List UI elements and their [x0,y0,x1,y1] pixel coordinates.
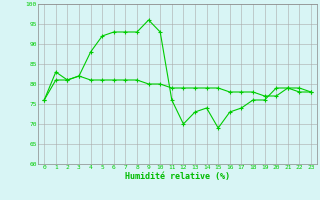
X-axis label: Humidité relative (%): Humidité relative (%) [125,172,230,181]
